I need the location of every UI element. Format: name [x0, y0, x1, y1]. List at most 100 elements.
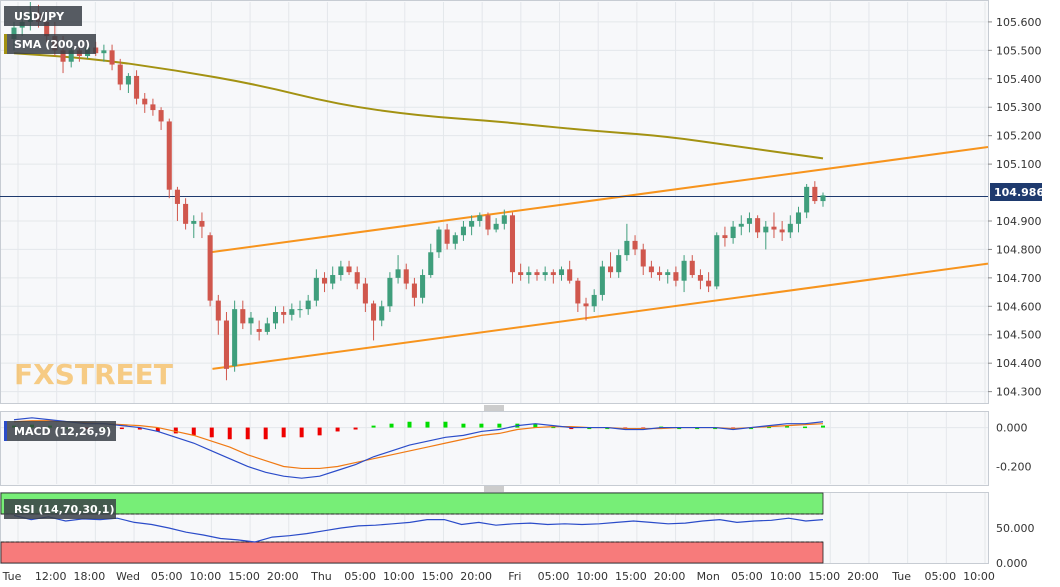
candle-body [223, 320, 229, 369]
macd-histogram-bar [263, 427, 268, 440]
candle-body [387, 277, 393, 307]
x-tick-label: Mon [697, 570, 720, 583]
candle-body [60, 50, 66, 62]
candle-body [338, 266, 344, 276]
candle-body [673, 272, 679, 281]
candle-body [550, 272, 556, 276]
macd-histogram-bar [425, 421, 430, 428]
x-tick-label: 10:00 [190, 570, 222, 583]
candle-body [215, 300, 221, 321]
candle-body [191, 220, 197, 224]
candle-body [281, 311, 287, 315]
candle-body [730, 226, 736, 239]
candle-body [714, 235, 720, 287]
candle-body [289, 309, 295, 315]
x-tick-label: 20:00 [460, 570, 492, 583]
candle-body [305, 300, 311, 310]
candle-body [395, 269, 401, 278]
symbol-label[interactable]: USD/JPY [4, 6, 82, 26]
x-tick-label: 20:00 [847, 570, 879, 583]
candle-body [575, 280, 581, 304]
rsi-line [13, 514, 824, 543]
macd-histogram-bar [569, 427, 574, 430]
candle-body [444, 229, 450, 244]
candle-body [174, 189, 180, 204]
y-tick-label: 104.400 [996, 357, 1042, 370]
candle-body [313, 277, 319, 301]
candle-body [632, 240, 638, 250]
macd-histogram-bar [695, 427, 700, 430]
candle-body [697, 275, 703, 281]
x-tick-label: Tue [2, 570, 22, 583]
rsi-resize-handle[interactable] [484, 486, 504, 492]
candle-body [264, 323, 270, 332]
x-tick-label: 10:00 [383, 570, 415, 583]
x-tick-label: Tue [891, 570, 911, 583]
candle-body [207, 235, 213, 301]
svg-text:SMA (200,0): SMA (200,0) [14, 38, 90, 51]
macd-histogram-bar [497, 423, 502, 428]
candle-body [68, 50, 74, 62]
x-tick-label: 20:00 [267, 570, 299, 583]
macd-resize-handle[interactable] [484, 405, 504, 411]
rsi-indicator-label[interactable]: RSI (14,70,30,1) [4, 499, 116, 519]
macd-histogram-bar [605, 427, 610, 430]
macd-histogram-bar [173, 427, 178, 434]
candle-body [542, 272, 548, 276]
candle-body [428, 252, 434, 276]
candle-body [232, 309, 238, 367]
macd-histogram-bar [677, 427, 682, 430]
y-tick-label: 104.600 [996, 300, 1042, 313]
candle-body [771, 226, 777, 230]
x-tick-label: 05:00 [538, 570, 570, 583]
x-tick-label: 20:00 [654, 570, 686, 583]
macd-histogram-bar [389, 423, 394, 428]
candle-body [166, 121, 172, 190]
candle-body [738, 223, 744, 227]
candle-body [779, 229, 785, 233]
macd-y-tick-label: -0.200 [996, 460, 1031, 473]
macd-histogram-bar [155, 427, 160, 432]
x-tick-label: 12:00 [35, 570, 67, 583]
y-tick-label: 105.100 [996, 158, 1042, 171]
macd-histogram-bar [317, 427, 322, 436]
macd-histogram-bar [587, 427, 592, 430]
candle-body [354, 272, 360, 284]
candle-body [640, 249, 646, 267]
candle-body [787, 223, 793, 233]
macd-histogram-bar [227, 427, 232, 440]
last-price-badge: 104.986 [990, 183, 1044, 201]
macd-indicator-label[interactable]: MACD (12,26,9) [4, 421, 116, 441]
candle-body [608, 266, 614, 273]
candle-body [158, 110, 164, 122]
candle-body [689, 260, 695, 276]
candle-body [795, 212, 802, 224]
candle-body [657, 272, 663, 276]
candle-body [534, 272, 540, 276]
macd-histogram-bar [371, 425, 376, 428]
x-tick-label: 18:00 [74, 570, 106, 583]
x-tick-label: Thu [310, 570, 332, 583]
candle-body [518, 272, 524, 276]
candle-body [436, 229, 442, 253]
y-tick-label: 104.800 [996, 243, 1042, 256]
candle-body [109, 50, 115, 65]
candle-body [346, 266, 352, 273]
svg-text:RSI (14,70,30,1): RSI (14,70,30,1) [14, 503, 114, 516]
candle-body [199, 220, 205, 227]
svg-text:USD/JPY: USD/JPY [14, 10, 65, 23]
macd-y-tick-label: 0.000 [996, 422, 1028, 435]
candle-body [681, 260, 687, 281]
macd-histogram-bar [443, 421, 448, 428]
macd-histogram-bar [713, 427, 718, 430]
macd-histogram-bar [353, 427, 358, 430]
x-tick-label: 15:00 [615, 570, 647, 583]
candle-body [493, 223, 499, 230]
macd-histogram-bar [767, 426, 772, 429]
x-tick-label: 15:00 [422, 570, 454, 583]
x-tick-label: 05:00 [151, 570, 183, 583]
sma-indicator-label[interactable]: SMA (200,0) [4, 34, 96, 54]
x-tick-label: 05:00 [924, 570, 956, 583]
candle-body [452, 235, 458, 244]
macd-histogram-bar [533, 423, 538, 428]
